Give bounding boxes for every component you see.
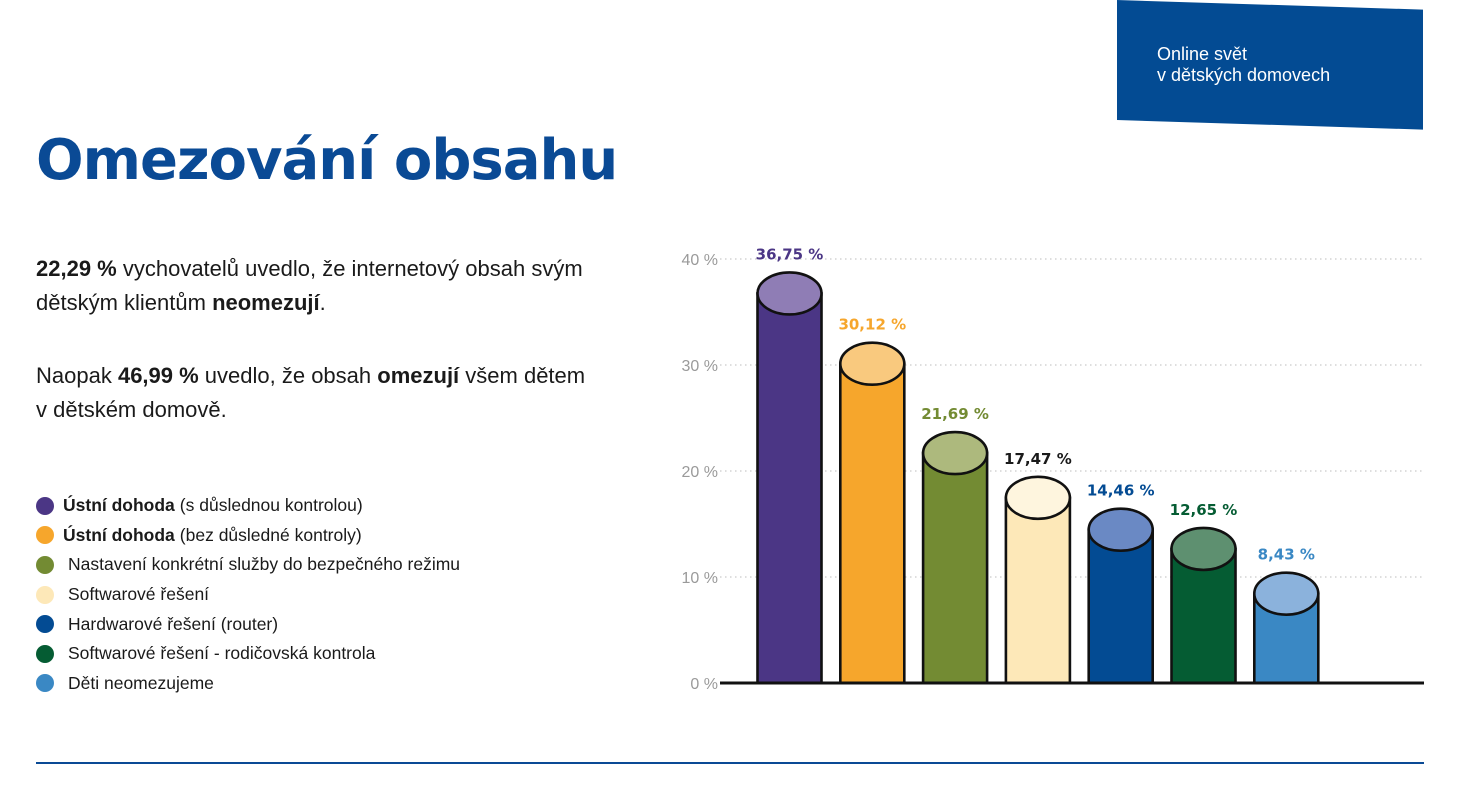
legend-dot-icon bbox=[36, 496, 54, 515]
legend-label: Nastavení konkrétní služby do bezpečného… bbox=[68, 554, 461, 575]
bar-top bbox=[1252, 571, 1320, 616]
bar bbox=[921, 451, 989, 685]
legend-dot-icon bbox=[36, 674, 54, 693]
bar-top bbox=[1087, 507, 1155, 553]
legend-label: Hardwarové řešení (router) bbox=[68, 613, 279, 634]
bar bbox=[1087, 528, 1154, 685]
bar-top bbox=[756, 271, 823, 316]
paragraph-text: vychovatelů uvedlo, že internetový obsah… bbox=[36, 256, 583, 315]
bar bbox=[1004, 496, 1072, 685]
y-tick-label: 20 % bbox=[682, 464, 718, 481]
intro-paragraph-1: 22,29 % vychovatelů uvedlo, že interneto… bbox=[36, 252, 596, 320]
data-label: 12,65 % bbox=[1170, 501, 1238, 519]
bar-chart: 0 % 10 % 20 % 30 % 40 % 36,75 % 30,12 % 21,69 %… bbox=[682, 245, 1424, 693]
bar-top bbox=[839, 341, 906, 387]
y-tick-label: 10 % bbox=[682, 570, 718, 587]
omezuji-value: 46,99 % bbox=[117, 363, 199, 388]
legend-item: Nastavení konkrétní služby do bezpečného… bbox=[36, 550, 460, 580]
omezuji-word: omezují bbox=[377, 363, 460, 388]
bar-top bbox=[1170, 526, 1237, 572]
banner-text: Online svět v dětských domovech bbox=[1157, 44, 1330, 86]
legend-dot-icon bbox=[36, 644, 54, 663]
neomezuji-word: neomezují bbox=[212, 290, 320, 315]
data-label: 14,46 % bbox=[1087, 482, 1155, 500]
legend-item: Softwarové řešení - rodičovská kontrola bbox=[36, 639, 460, 669]
data-label: 36,75 % bbox=[756, 245, 824, 263]
legend-dot-icon bbox=[36, 526, 54, 545]
data-label: 21,69 % bbox=[921, 405, 989, 423]
bar-top bbox=[1004, 475, 1072, 521]
neomezuji-value: 22,29 % bbox=[36, 256, 117, 281]
paragraph-text: uvedlo, že obsah bbox=[198, 363, 378, 388]
paragraph-text: Naopak bbox=[36, 363, 118, 388]
data-label: 30,12 % bbox=[838, 316, 906, 334]
legend-item: Ústní dohoda (bez důsledné kontroly) bbox=[36, 521, 460, 551]
legend-bold-label: Ústní dohoda bbox=[63, 524, 175, 545]
legend-bold-label: Ústní dohoda bbox=[63, 495, 175, 516]
paragraph-text: . bbox=[319, 290, 326, 315]
bar bbox=[839, 362, 906, 685]
paragraph-text: všem dětem v dětském domově. bbox=[36, 363, 586, 422]
intro-paragraph-2: Naopak 46,99 % uvedlo, že obsah omezují … bbox=[36, 359, 596, 427]
banner-line-1: Online svět bbox=[1157, 44, 1248, 64]
bar-top bbox=[921, 430, 989, 476]
bottom-divider bbox=[36, 762, 1424, 764]
legend-item: Softwarové řešení bbox=[36, 580, 460, 610]
legend-item: Hardwarové řešení (router) bbox=[36, 609, 460, 639]
page-title: Omezování obsahu bbox=[36, 128, 618, 193]
legend-label: Softwarové řešení - rodičovská kontrola bbox=[68, 643, 376, 664]
legend-label: Děti neomezujeme bbox=[68, 672, 214, 693]
legend-item: Ústní dohoda (s důslednou kontrolou) bbox=[36, 491, 460, 521]
legend-dot-icon bbox=[36, 555, 54, 574]
legend-label: (s důslednou kontrolou) bbox=[179, 495, 363, 516]
legend-label: Softwarové řešení bbox=[68, 584, 210, 605]
legend-dot-icon bbox=[36, 615, 54, 634]
legend-label: (bez důsledné kontroly) bbox=[179, 524, 362, 545]
bar bbox=[756, 292, 823, 685]
chart-legend: Ústní dohoda (s důslednou kontrolou) Úst… bbox=[36, 491, 460, 698]
y-tick-label: 30 % bbox=[682, 358, 718, 375]
legend-dot-icon bbox=[36, 585, 54, 604]
y-tick-label: 40 % bbox=[682, 252, 718, 269]
y-tick-label: 0 % bbox=[690, 676, 718, 693]
data-label: 8,43 % bbox=[1258, 546, 1315, 564]
data-label: 17,47 % bbox=[1004, 450, 1072, 468]
banner-line-2: v dětských domovech bbox=[1157, 65, 1331, 85]
legend-item: Děti neomezujeme bbox=[36, 669, 460, 699]
